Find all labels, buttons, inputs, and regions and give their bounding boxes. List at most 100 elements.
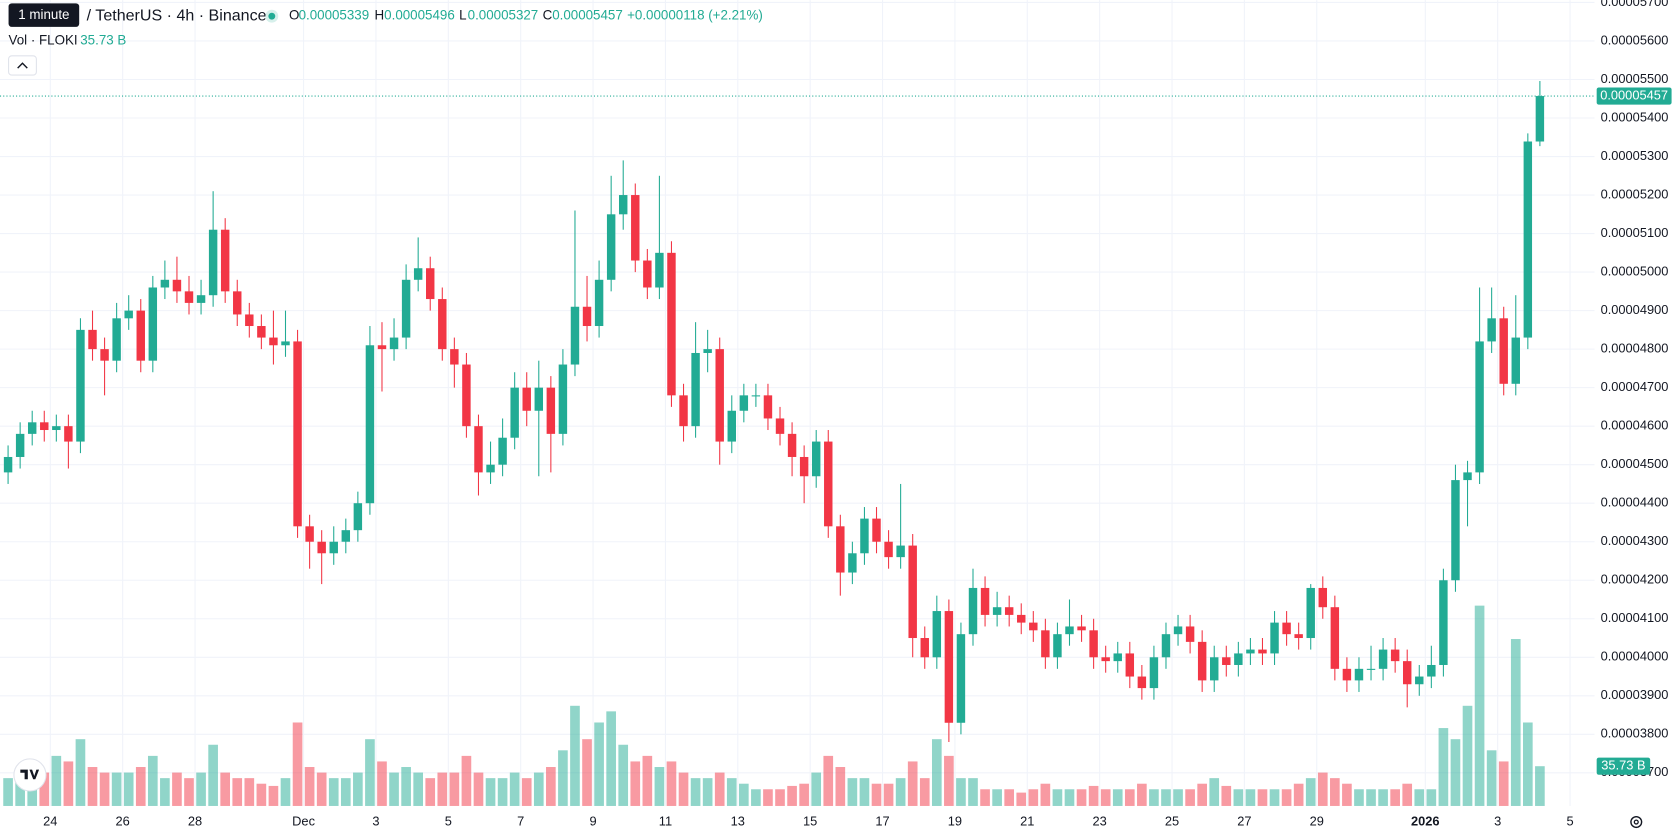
volume-bar: [847, 778, 858, 806]
candle-body: [1053, 634, 1062, 658]
volume-bar: [1124, 789, 1135, 806]
volume-bar: [123, 772, 134, 806]
candle-body: [1366, 668, 1376, 670]
volume-bar: [413, 772, 423, 806]
chevron: [17, 62, 28, 69]
candle-body: [365, 345, 375, 504]
volume-bar: [256, 783, 267, 806]
volume-bar: [87, 767, 98, 806]
volume-bar: [1293, 783, 1304, 806]
candle-body: [353, 503, 363, 531]
candle-body: [220, 229, 230, 292]
volume-bar: [3, 778, 13, 806]
volume-bar: [630, 761, 641, 806]
candle-body: [1113, 653, 1122, 662]
candle-body: [1451, 480, 1460, 581]
price-tag: 0.00005457: [1600, 87, 1668, 102]
volume-bar: [1426, 789, 1437, 806]
candle-body: [1004, 607, 1014, 615]
collapse-button[interactable]: [8, 55, 37, 76]
candle-body: [438, 299, 447, 350]
candle-body: [52, 426, 61, 431]
volume-bar: [907, 761, 918, 806]
candle-body: [1137, 676, 1147, 689]
candle-body: [377, 345, 387, 350]
candle-body: [558, 364, 568, 434]
x-tick-label: 27: [1237, 813, 1251, 828]
volume-bar: [956, 778, 966, 806]
volume-bar: [63, 761, 74, 806]
volume-bar: [292, 722, 303, 806]
y-tick-label: 0.00004400: [1601, 495, 1669, 510]
candle-body: [546, 387, 556, 434]
settings-icon[interactable]: [1630, 815, 1643, 829]
volume-bar: [172, 772, 182, 806]
y-tick-label: 0.00005300: [1601, 148, 1669, 163]
volume-bar: [244, 778, 255, 806]
volume-bar: [642, 755, 653, 806]
volume-bar: [726, 778, 737, 806]
grid: [0, 0, 1595, 806]
candle-body: [3, 456, 13, 473]
candle-body: [932, 611, 942, 658]
volume-bar: [75, 739, 86, 806]
volume-bar: [1305, 778, 1316, 806]
candle-body: [208, 229, 218, 296]
status-dot: [268, 12, 276, 20]
candle-body: [1161, 634, 1171, 658]
h-key: H: [375, 8, 385, 23]
candle-body: [1499, 318, 1508, 384]
y-tick-label: 0.00004200: [1601, 572, 1669, 587]
candle-body: [824, 441, 833, 527]
x-tick-label: 7: [517, 813, 524, 828]
volume-bar: [377, 761, 387, 806]
y-tick-label: 0.00004100: [1601, 610, 1669, 625]
volume-bar: [944, 755, 954, 806]
l-key: L: [459, 8, 466, 23]
volume-bar: [823, 755, 834, 806]
volume-bar: [1317, 772, 1328, 806]
volume-bar: [787, 785, 797, 806]
candle-body: [1415, 676, 1424, 685]
volume-bar: [1462, 705, 1473, 806]
candle-body: [1354, 668, 1364, 681]
candle-body: [124, 310, 133, 319]
x-tick-label: 11: [659, 813, 672, 828]
x-tick-label: 3: [1494, 813, 1501, 828]
volume-pane: [3, 605, 1545, 806]
volume-bar: [135, 767, 146, 806]
candle-body: [944, 611, 954, 723]
volume-bar: [1016, 792, 1027, 806]
x-tick-label: 15: [803, 813, 817, 828]
candle-body: [1535, 96, 1545, 142]
candle-body: [1125, 653, 1135, 677]
candle-body: [956, 634, 966, 723]
volume-bar: [473, 772, 484, 806]
volume-bar: [1112, 789, 1123, 806]
volume-bar: [340, 778, 351, 806]
candle-body: [1077, 626, 1086, 631]
price-tag-bg: [1596, 87, 1672, 105]
volume-bar: [1390, 789, 1400, 806]
tv-logo[interactable]: [13, 758, 47, 792]
candle-body: [160, 279, 170, 288]
candle-body: [450, 349, 459, 365]
volume-bar: [147, 755, 158, 806]
candle-body: [594, 279, 604, 327]
volume-bar: [160, 778, 170, 806]
y-tick-label: 0.00005600: [1601, 32, 1669, 47]
x-tick-label: 19: [948, 813, 962, 828]
volume-bar: [15, 774, 25, 806]
candle-body: [643, 260, 652, 288]
volume-bar: [883, 783, 894, 806]
x-tick-label: 23: [1093, 813, 1107, 828]
c-value: 0.00005457: [552, 8, 623, 23]
candle-body: [836, 526, 845, 573]
volume-bar: [992, 789, 1002, 806]
volume-bar: [835, 767, 846, 806]
symbol[interactable]: / TetherUS · 4h · Binance: [87, 6, 267, 24]
volume-bar: [1076, 789, 1087, 806]
volume-bar: [546, 767, 556, 806]
